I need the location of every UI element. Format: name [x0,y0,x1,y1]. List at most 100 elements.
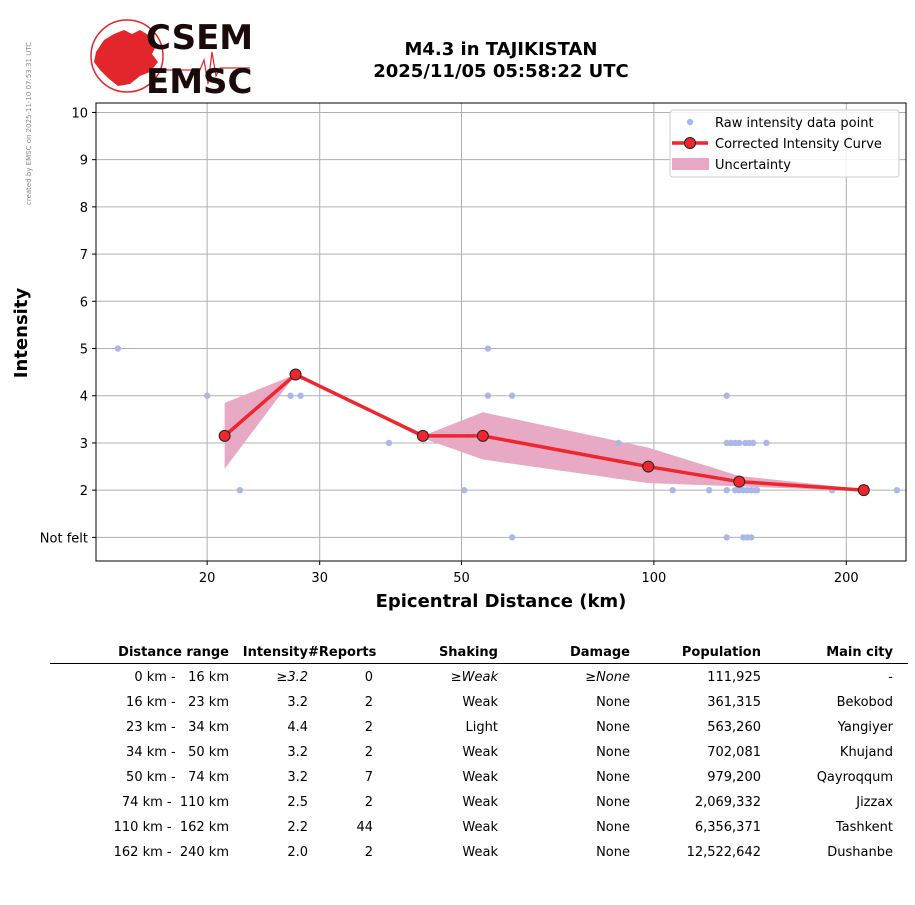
table-cell: 0 km - 16 km [134,670,229,685]
curve-point [416,429,429,442]
y-tick-label: 6 [80,295,88,310]
legend-curve-marker [684,137,696,149]
x-tick-label: 20 [199,571,216,586]
table-cell: 3.2 [287,695,308,710]
logo-map-shape [94,30,158,86]
x-axis-label: Epicentral Distance (km) [376,591,627,612]
raw-point [236,486,244,494]
table-row: 74 km - 110 km 2.5 2 Weak None 2,069,332 Jizza… [50,790,908,815]
y-tick-label: 9 [80,154,88,169]
header-intensity: Intensity [242,644,308,660]
table-cell: 702,081 [707,745,761,760]
legend-box [669,109,900,178]
table-cell: 44 [356,820,373,835]
curve-point [289,368,302,381]
raw-point [484,345,492,352]
raw-point [508,392,516,399]
curve-point [733,475,746,488]
header-damage: Damage [569,644,630,660]
raw-point [753,486,761,494]
table-cell: 12,522,642 [686,845,761,860]
raw-point [893,486,901,494]
table-row: 0 km - 16 km ≥3.2 0 ≥Weak ≥None 111,925 - [50,665,908,690]
legend-raw-marker [686,118,694,126]
raw-point [385,439,393,447]
table-row: 162 km - 240 km 2.0 2 Weak None 12,522,642 Dus… [50,840,908,865]
table-cell: None [596,820,630,835]
table-cell: None [596,695,630,710]
raw-point [705,486,713,494]
table-cell: None [596,795,630,810]
curve-point [857,484,870,497]
table-cell: 50 km - 74 km [126,770,229,785]
raw-points [114,345,901,541]
table-cell: 361,315 [707,695,761,710]
y-tick-labels: Not felt 2 3 4 5 6 7 8 9 10 [40,106,96,546]
table-cell: None [596,720,630,735]
corrected-curve [218,368,870,497]
side-note: created by EMSC on 2025-11-10 07:53:31 U… [25,42,33,205]
table-cell: Bekobod [836,695,893,710]
table-cell: 2.5 [287,795,308,810]
header-population: Population [681,644,761,660]
raw-point [114,345,122,352]
table-cell: 2.0 [287,845,308,860]
x-tick-label: 30 [311,571,328,586]
table-cell: 3.2 [287,745,308,760]
y-tick-label: 3 [80,437,88,452]
plot-frame [95,102,907,562]
y-tick-label: 7 [80,248,88,263]
table-row: 23 km - 34 km 4.4 2 Light None 563,260 Yangiye… [50,715,908,740]
x-tick-label: 200 [834,571,859,586]
y-axis-label: Intensity [11,288,32,379]
y-tick-label: 5 [80,343,88,358]
x-tick-label: 50 [453,571,470,586]
header-shaking: Shaking [438,644,498,660]
table-cell: Tashkent [835,820,893,835]
table-row: 50 km - 74 km 3.2 7 Weak None 979,200 Qayroqqu… [50,765,908,790]
table-cell: Jizzax [856,795,893,810]
raw-point [748,534,755,541]
legend-curve-label: Corrected Intensity Curve [715,137,882,152]
x-tick-label: 100 [641,571,666,586]
table-cell: Weak [462,820,498,835]
table-cell: Weak [462,695,498,710]
raw-point [723,392,730,399]
legend-uncertainty-label: Uncertainty [715,158,791,173]
table-cell: 110 km - 162 km [113,820,229,835]
table-cell: ≥3.2 [276,670,308,685]
table-cell: 16 km - 23 km [126,695,229,710]
curve-point [642,460,655,473]
legend-raw-label: Raw intensity data point [715,116,874,131]
curve-point [476,429,489,442]
curve-point [218,429,231,442]
table-cell: 2,069,332 [694,795,761,810]
table-cell: 6,356,371 [694,820,761,835]
header-distance-range: Distance range [118,644,229,660]
intensity-chart: created by EMSC on 2025-11-10 07:53:31 U… [11,18,907,612]
table-cell: 74 km - 110 km [121,795,229,810]
table-cell: - [888,670,893,685]
x-tick-labels: 20 30 50 100 200 [199,561,859,586]
legend: Raw intensity data point Corrected Inten… [669,109,900,178]
table-cell: Qayroqqum [816,770,893,785]
csem-emsc-logo: CSEM EMSC [90,18,253,102]
y-tick-label: 4 [80,390,88,405]
legend-uncertainty-swatch [672,158,709,170]
raw-point [723,534,730,541]
table-cell: 162 km - 240 km [113,845,229,860]
table-body: 0 km - 16 km ≥3.2 0 ≥Weak ≥None 111,925 - 16 km… [50,665,908,865]
intensity-table: Distance range Intensity #Reports Shakin… [50,641,908,865]
table-cell: None [596,745,630,760]
table-row: 34 km - 50 km 3.2 2 Weak None 702,081 Khujand [50,740,908,765]
table-cell: Weak [462,845,498,860]
table-cell: 2 [364,720,373,735]
table-cell: None [596,845,630,860]
raw-point [508,534,516,541]
logo-text-emsc: EMSC [146,62,253,102]
table-cell: 23 km - 34 km [126,720,229,735]
table-cell: 2 [364,795,373,810]
table-cell: 2 [364,745,373,760]
table-cell: 34 km - 50 km [126,745,229,760]
table-header: Distance range Intensity #Reports Shakin… [50,641,908,664]
